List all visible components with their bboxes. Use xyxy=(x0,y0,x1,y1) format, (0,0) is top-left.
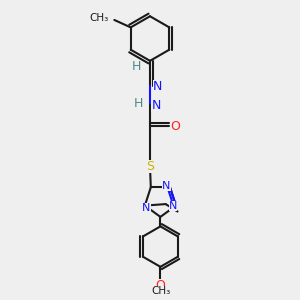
Text: N: N xyxy=(153,80,162,93)
Text: N: N xyxy=(162,181,171,191)
Text: N: N xyxy=(142,203,151,213)
Text: H: H xyxy=(132,60,141,73)
Text: N: N xyxy=(169,201,177,211)
Text: CH₃: CH₃ xyxy=(152,286,171,296)
Text: H: H xyxy=(134,97,143,110)
Text: S: S xyxy=(146,160,154,173)
Text: N: N xyxy=(151,99,160,112)
Text: O: O xyxy=(170,120,180,133)
Text: CH₃: CH₃ xyxy=(90,14,109,23)
Text: O: O xyxy=(155,279,165,292)
